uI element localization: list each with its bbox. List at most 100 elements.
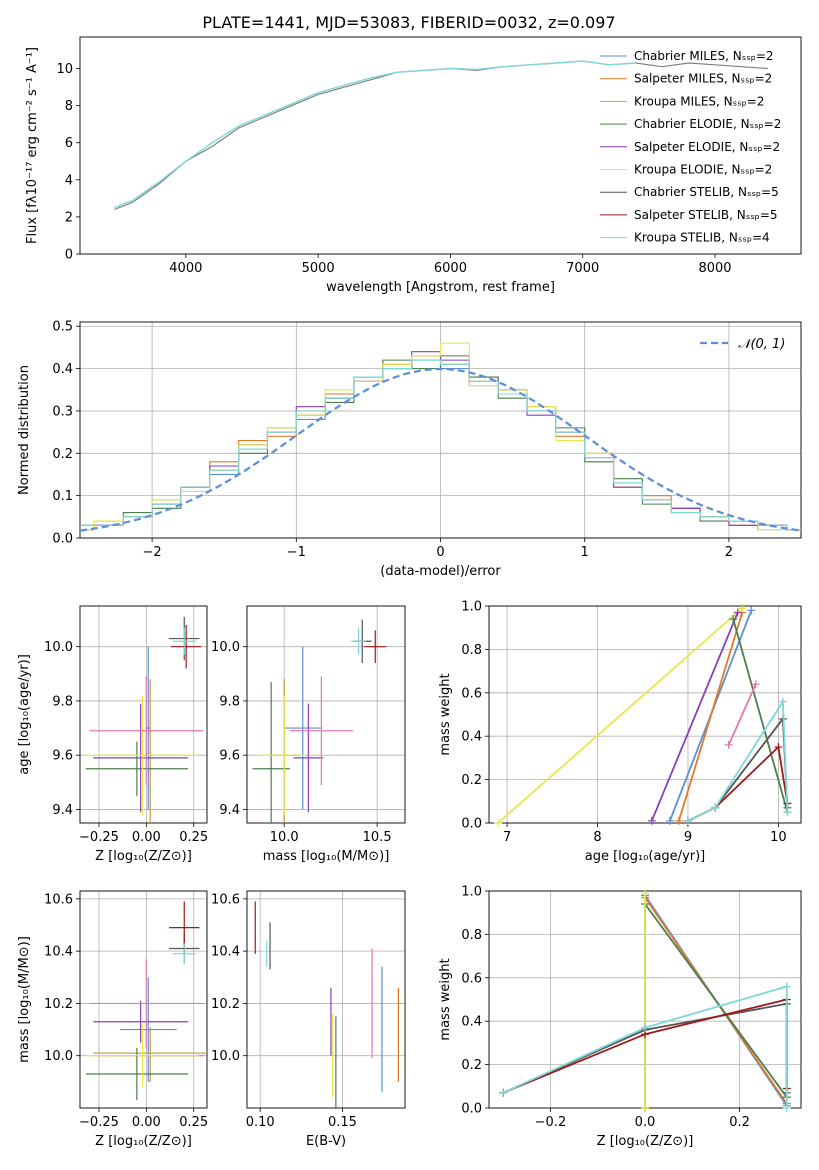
y-tick-label: 10.0 — [44, 640, 73, 655]
y-tick-label: 10.0 — [211, 1049, 240, 1064]
weight-marker — [738, 604, 747, 613]
y-tick-label: 0 — [65, 248, 73, 263]
x-tick-label: 5000 — [302, 261, 335, 276]
x-tick-label: 7000 — [566, 261, 599, 276]
y-tick-label: 0.3 — [52, 404, 73, 419]
x-tick-label: 7 — [503, 830, 511, 845]
weight-marker — [733, 608, 742, 617]
y-tick-label: 9.6 — [219, 749, 240, 764]
weight-marker — [751, 680, 760, 689]
y-tick-label: 0.0 — [461, 817, 482, 832]
weight-line-kroupa-elodie — [497, 607, 743, 824]
x-tick-label: 0.00 — [132, 830, 161, 845]
weight_vs_age-plot-area — [494, 604, 792, 827]
y-tick-label: 9.4 — [219, 803, 240, 818]
x-tick-label: 0.10 — [246, 1115, 275, 1130]
weight-marker — [641, 1023, 649, 1032]
x-tick-label: 8 — [593, 830, 601, 845]
mass_vs_Z-axes: −0.25 0.00 0.25 10.0 10.2 10.4 10.6 Z [log₁₀(Z/… — [17, 890, 208, 1149]
weight_vs_Z-plot-area — [499, 889, 791, 1112]
y-tick-label: 10.2 — [44, 997, 73, 1012]
mass_vs_Z-plot-area — [85, 901, 207, 1101]
y-tick-label: 0.2 — [52, 447, 73, 462]
weight-marker — [724, 740, 733, 749]
legend-entry: Chabrier STELIB, Nₛₛₚ=5 — [634, 185, 779, 199]
weight-marker — [774, 743, 783, 752]
y-tick-label: 9.8 — [52, 694, 73, 709]
x-tick-label: 0.25 — [179, 1115, 208, 1130]
age_vs_mass-plot-area — [252, 619, 387, 823]
age_vs_Z-plot-area — [85, 616, 204, 823]
x-axis-label: age [log₁₀(age/yr)] — [585, 849, 706, 864]
y-tick-label: 6 — [65, 136, 73, 151]
y-tick-label: 1.0 — [461, 885, 482, 900]
y-tick-label: 0.0 — [461, 1102, 482, 1117]
legend-entry: Chabrier MILES, Nₛₛₚ=2 — [634, 49, 774, 63]
x-axis-label: (data-model)/error — [380, 564, 501, 579]
x-tick-label: 0.25 — [179, 830, 208, 845]
y-tick-label: 10.6 — [211, 892, 240, 907]
x-tick-label: 0 — [436, 545, 444, 560]
x-tick-label: 6000 — [434, 261, 467, 276]
x-tick-label: 10 — [770, 830, 787, 845]
y-tick-label: 0.8 — [461, 643, 482, 658]
weight-line-salpeter-miles — [678, 612, 744, 822]
weight-line-salpeter-elodie — [650, 612, 739, 822]
y-tick-label: 10.0 — [211, 640, 240, 655]
spectrum-legend: Chabrier MILES, Nₛₛₚ=2 Salpeter MILES, Nₛ… — [600, 49, 781, 245]
mass_vs_Z-frame — [79, 890, 208, 1109]
legend-entry: Kroupa MILES, Nₛₛₚ=2 — [634, 94, 764, 108]
weight-line-kroupa-stelib — [687, 698, 789, 822]
residuals-axes: −2 −1 0 1 2 0.0 0.1 0.2 0.3 0.4 0.5 (data-model)/er… — [17, 320, 802, 579]
x-tick-label: 0.15 — [328, 1115, 357, 1130]
x-tick-label: −2 — [143, 545, 162, 560]
y-tick-label: 0.6 — [461, 971, 482, 986]
x-tick-label: −0.2 — [535, 1115, 567, 1130]
x-tick-label: −1 — [287, 545, 306, 560]
y-tick-label: 10.0 — [44, 1049, 73, 1064]
x-tick-label: 10.5 — [363, 830, 392, 845]
y-axis-label: mass weight — [438, 958, 453, 1040]
legend-entry: Kroupa STELIB, Nₛₛₚ=4 — [634, 231, 770, 245]
y-tick-label: 10 — [56, 62, 73, 77]
x-tick-label: 1 — [581, 545, 589, 560]
y-tick-label: 0.4 — [52, 362, 73, 377]
weight-marker — [494, 819, 503, 827]
y-tick-label: 0.1 — [52, 489, 73, 504]
y-tick-label: 0.0 — [52, 532, 73, 547]
weight-marker — [747, 606, 756, 615]
weight_vs_Z-axes: −0.2 0.0 0.2 0.0 0.2 0.4 0.6 0.8 1.0 Z [log₁₀(Z/Z… — [438, 885, 802, 1149]
x-axis-label: mass [log₁₀(M/M⊙)] — [263, 849, 390, 864]
y-tick-label: 0.8 — [461, 928, 482, 943]
y-tick-label: 2 — [65, 210, 73, 225]
y-axis-label: Flux [fλ10⁻¹⁷ erg cm⁻² s⁻¹ A⁻¹] — [25, 47, 40, 244]
y-tick-label: 8 — [65, 99, 73, 114]
x-tick-label: −0.25 — [79, 830, 119, 845]
legend-entry: Salpeter ELODIE, Nₛₛₚ=2 — [634, 140, 780, 154]
legend-entry: Kroupa ELODIE, Nₛₛₚ=2 — [634, 163, 772, 177]
y-tick-label: 0.2 — [461, 1058, 482, 1073]
x-tick-label: 2 — [725, 545, 733, 560]
legend-entry: 𝒩(0, 1) — [738, 337, 785, 352]
histogram-kroupa-stelib — [80, 359, 801, 531]
spectrum-plot-area — [114, 60, 768, 211]
x-tick-label: 8000 — [698, 261, 731, 276]
y-tick-label: 9.6 — [52, 749, 73, 764]
spectrum-series-model — [114, 60, 636, 209]
weight-marker — [647, 816, 656, 825]
y-axis-label: age [log₁₀(age/yr)] — [17, 654, 32, 775]
x-tick-label: 10.0 — [270, 830, 299, 845]
y-tick-label: 0.5 — [52, 320, 73, 335]
normal-curve — [80, 367, 801, 532]
y-tick-label: 10.2 — [211, 997, 240, 1012]
weight-marker — [782, 982, 791, 991]
age_vs_mass-frame — [246, 605, 406, 824]
page-title: PLATE=1441, MJD=53083, FIBERID=0032, z=0… — [202, 13, 615, 32]
weight-line-salpeter-miles — [644, 894, 788, 1108]
x-tick-label: 4000 — [169, 261, 202, 276]
y-tick-label: 10.4 — [211, 945, 240, 960]
spectrum-axes: 4000 5000 6000 7000 8000 0 2 4 6 8 10 wavelength [A… — [25, 36, 802, 295]
weight-marker — [674, 816, 683, 825]
age_vs_Z-axes: −0.25 0.00 0.25 9.4 9.6 9.8 10.0 Z [log₁₀(Z/Z⊙)… — [17, 605, 208, 864]
y-axis-label: Normed distribution — [17, 365, 32, 495]
